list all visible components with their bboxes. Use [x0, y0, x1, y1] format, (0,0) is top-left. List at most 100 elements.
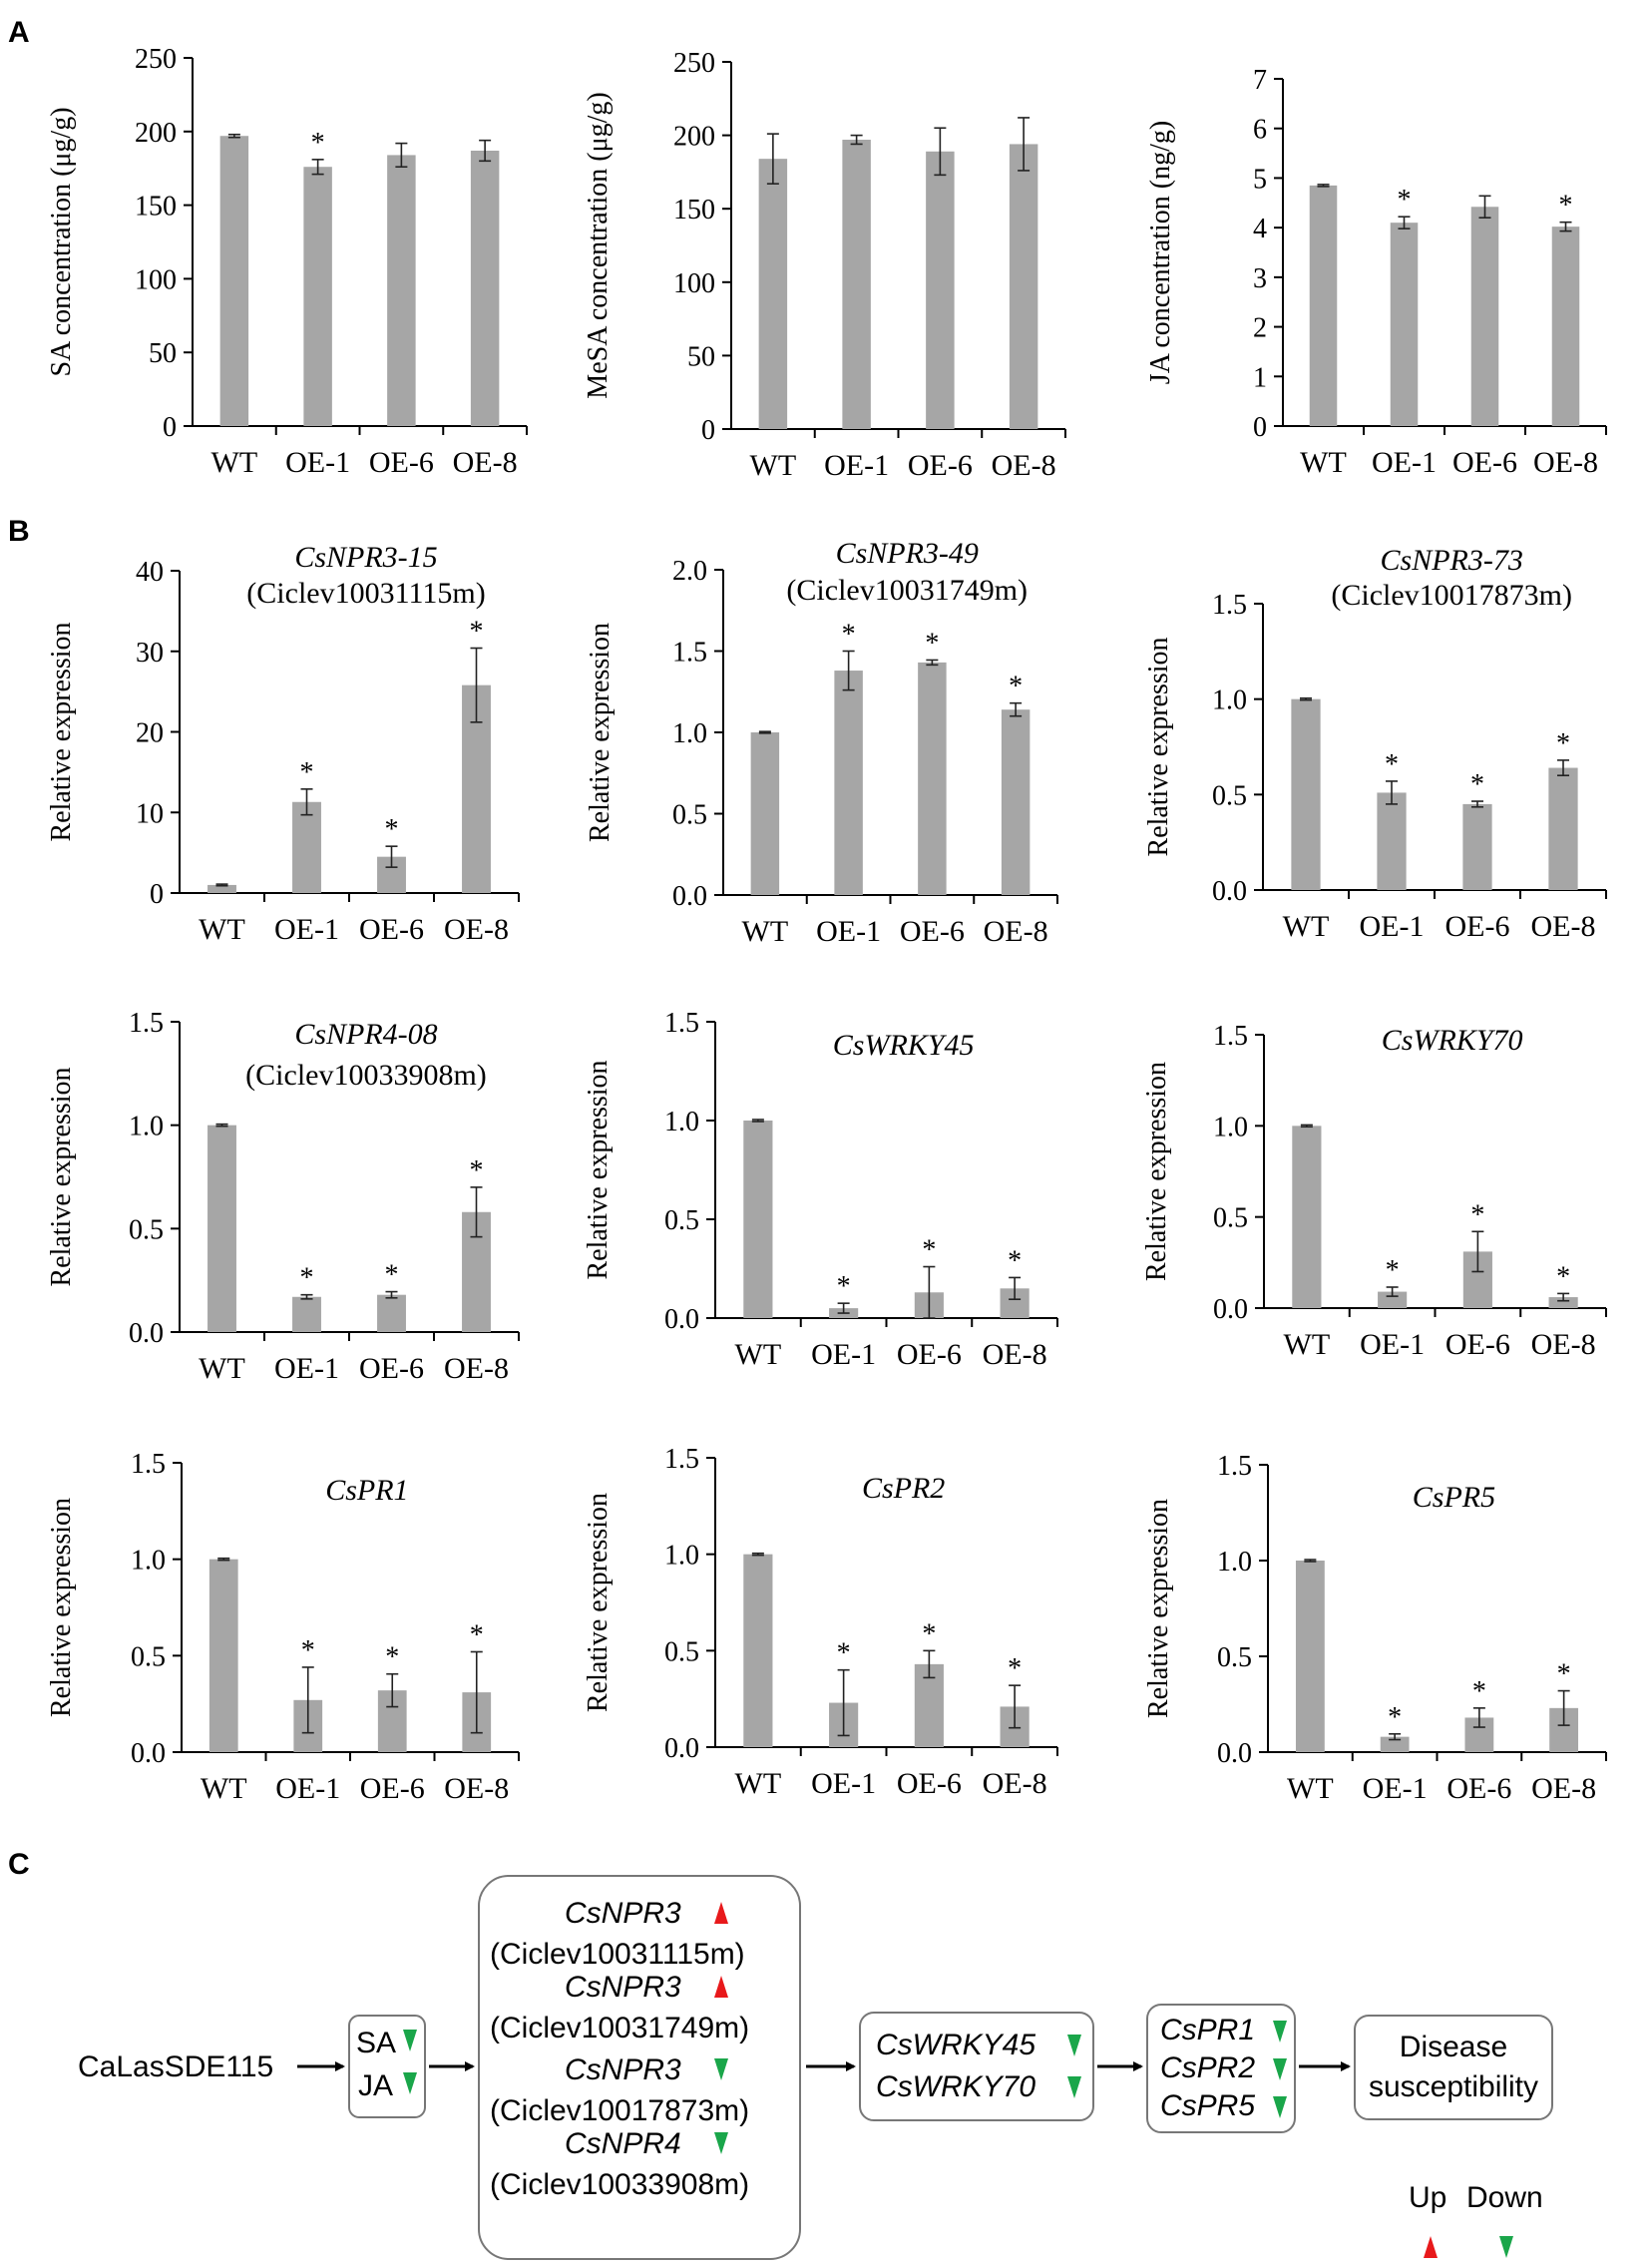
y-tick-label: 0.0	[1212, 876, 1247, 907]
npr-gene-1-locus: (Ciclev10031115m)	[490, 1938, 745, 1971]
x-tick-label: OE-1	[811, 1767, 876, 1800]
y-axis-label: SA concentration (μg/g)	[46, 107, 77, 376]
x-tick-label: OE-6	[897, 1338, 962, 1371]
down-arrow-icon	[1273, 2021, 1287, 2042]
y-tick-label: 1.0	[1213, 1112, 1248, 1142]
x-tick-label: OE-8	[444, 1772, 509, 1805]
pr-gene-2-name: CsPR2	[1160, 2051, 1255, 2084]
significance-asterisk: *	[1386, 1255, 1400, 1286]
x-tick-label: OE-1	[275, 1772, 340, 1805]
significance-asterisk: *	[385, 814, 399, 845]
y-tick-label: 0	[701, 415, 715, 446]
bar	[743, 1554, 773, 1747]
x-tick-label: OE-8	[453, 446, 518, 479]
y-tick-label: 2	[1253, 313, 1267, 344]
down-arrow-icon	[1067, 2035, 1081, 2056]
chart-title: CsPR1	[325, 1474, 408, 1507]
bar	[207, 884, 236, 893]
x-tick-label: OE-1	[274, 1352, 339, 1385]
y-tick-label: 0.0	[1213, 1294, 1248, 1325]
chart-mesa: 0 50 100 150 200 250 WT OE-1 OE-6 OE-8 MeSA concen…	[583, 48, 1066, 482]
y-axis-label: JA concentration (ng/g)	[1145, 121, 1176, 384]
x-tick-label: OE-1	[1372, 446, 1437, 479]
y-tick-label: 150	[135, 192, 177, 223]
significance-asterisk: *	[922, 1235, 936, 1266]
significance-asterisk: *	[300, 757, 314, 788]
chart-pr2: 0.0 0.5 1.0 1.5 WT * OE-1 * OE-6 * OE-8 Relative ex…	[583, 1444, 1058, 1800]
x-tick-label: WT	[199, 1352, 245, 1385]
down-arrow-icon	[1273, 2058, 1287, 2080]
x-tick-label: OE-1	[811, 1338, 876, 1371]
x-tick-label: WT	[199, 913, 245, 946]
chart-title: CsNPR4-08	[294, 1018, 437, 1051]
x-tick-label: OE-6	[1446, 1772, 1511, 1805]
x-tick-label: OE-1	[274, 913, 339, 946]
npr-gene-1-name: CsNPR3	[565, 1897, 681, 1930]
x-tick-label: WT	[735, 1338, 782, 1371]
x-tick-label: OE-8	[444, 1352, 509, 1385]
significance-asterisk: *	[470, 617, 484, 648]
down-arrow-icon	[714, 2132, 728, 2154]
significance-asterisk: *	[385, 1260, 399, 1291]
outcome-line-2: susceptibility	[1369, 2070, 1538, 2103]
hormones-box	[348, 2015, 426, 2118]
up-arrow-icon	[714, 1902, 728, 1924]
npr-gene-2-locus: (Ciclev10031749m)	[490, 2012, 749, 2044]
down-arrow-icon	[403, 2030, 417, 2051]
outcome-box	[1354, 2015, 1553, 2120]
y-tick-label: 0.0	[131, 1738, 166, 1769]
bar	[842, 140, 871, 430]
chart-wrky45: 0.0 0.5 1.0 1.5 WT * OE-1 * OE-6 * OE-8 Relative ex…	[583, 1008, 1058, 1371]
y-tick-label: 7	[1253, 65, 1267, 96]
npr-box	[478, 1875, 801, 2260]
x-tick-label: OE-6	[908, 449, 973, 482]
y-tick-label: 200	[673, 122, 715, 153]
y-tick-label: 250	[135, 44, 177, 75]
x-tick-label: OE-1	[1360, 910, 1425, 943]
bar	[219, 136, 249, 426]
bar	[918, 662, 947, 895]
y-tick-label: 1.0	[672, 718, 707, 749]
legend-up-label: Up	[1409, 2181, 1446, 2214]
bar	[377, 1294, 406, 1332]
bar	[1462, 803, 1492, 890]
significance-asterisk: *	[470, 1155, 484, 1186]
down-arrow-icon	[403, 2072, 417, 2094]
x-tick-label: OE-1	[1363, 1772, 1428, 1805]
y-tick-label: 0	[150, 879, 164, 910]
x-tick-label: OE-6	[369, 446, 434, 479]
pr-box	[1146, 2004, 1296, 2133]
bar	[1548, 1297, 1578, 1308]
y-tick-label: 10	[136, 798, 164, 829]
y-tick-label: 40	[136, 557, 164, 588]
bar	[1470, 207, 1499, 426]
bar	[207, 1125, 236, 1332]
chart-wrky70: 0.0 0.5 1.0 1.5 WT * OE-1 * OE-6 * OE-8 Relative ex…	[1141, 1021, 1607, 1361]
x-tick-label: OE-1	[285, 446, 350, 479]
bar	[1291, 698, 1321, 890]
x-tick-label: OE-6	[900, 915, 965, 948]
y-tick-label: 100	[673, 268, 715, 299]
significance-asterisk: *	[1470, 769, 1484, 800]
y-tick-label: 3	[1253, 263, 1267, 294]
x-tick-label: WT	[735, 1767, 782, 1800]
bar	[387, 155, 416, 426]
y-tick-label: 0.5	[131, 1641, 166, 1672]
significance-asterisk: *	[1556, 1261, 1570, 1292]
y-tick-label: 0.5	[672, 800, 707, 831]
y-axis-label: Relative expression	[583, 1060, 614, 1279]
bar	[1001, 709, 1031, 895]
chart-title: CsNPR3-73	[1381, 544, 1523, 577]
y-tick-label: 20	[136, 718, 164, 749]
outcome-line-1: Disease	[1400, 2031, 1507, 2063]
bar	[1378, 1291, 1408, 1308]
chart-title: CsPR2	[862, 1472, 945, 1505]
bar	[208, 1559, 238, 1752]
npr-gene-4-locus: (Ciclev10033908m)	[490, 2168, 749, 2201]
up-arrow-icon	[714, 1976, 728, 1998]
y-axis-label: Relative expression	[1141, 1062, 1172, 1281]
significance-asterisk: *	[1398, 185, 1412, 216]
x-tick-label: OE-6	[1445, 1328, 1510, 1361]
x-tick-label: OE-8	[1531, 1772, 1596, 1805]
chart-title: CsWRKY70	[1382, 1024, 1523, 1057]
